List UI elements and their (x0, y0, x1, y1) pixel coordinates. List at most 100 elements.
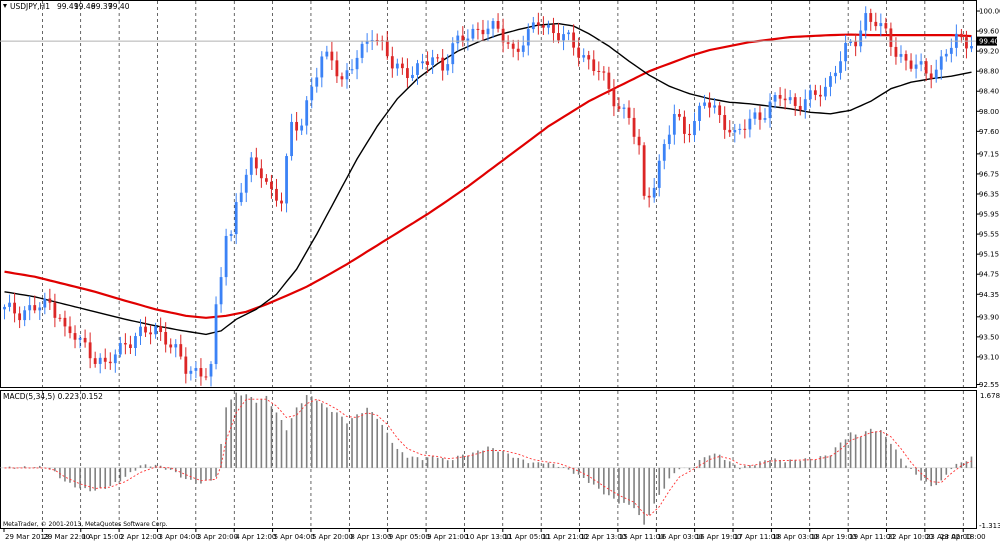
price-tick-label: 95.15 (979, 251, 999, 259)
candle-body (390, 56, 394, 69)
candle-body (526, 29, 530, 46)
candle-body (68, 326, 72, 334)
candle-body (58, 317, 62, 319)
candle-body (783, 98, 787, 101)
price-tick-label: 95.95 (979, 211, 999, 219)
candle-body (244, 174, 248, 193)
candle-body (748, 118, 752, 130)
price-tick-label: 92.55 (979, 381, 999, 389)
candle-body (632, 117, 636, 137)
candle-body (320, 56, 324, 78)
candle-body (501, 28, 505, 43)
candle-body (159, 326, 163, 333)
candle-body (557, 33, 560, 41)
candle-body (400, 63, 404, 69)
candle-body (436, 57, 440, 59)
ohlc-close: 99.40 (108, 2, 130, 11)
candle-body (108, 361, 112, 364)
candle-body (144, 326, 147, 333)
candle-body (446, 64, 450, 71)
candle-body (345, 70, 349, 80)
time-tick-label: 5 Apr 20:00 (312, 533, 353, 541)
candle-body (134, 336, 137, 348)
price-tick-label: 99.60 (979, 28, 999, 36)
time-tick-label: 1 Apr 15:00 (82, 533, 123, 541)
candle-body (350, 69, 354, 71)
macd-min-label: -1.313 (979, 522, 1000, 530)
candle-body (758, 112, 762, 120)
price-tick-label: 99.20 (979, 48, 999, 56)
candle-body (43, 298, 47, 308)
time-tick-label: 3 Apr 04:00 (158, 533, 199, 541)
price-tick-label: 96.75 (979, 170, 999, 178)
candle-body (506, 42, 510, 44)
candle-body (78, 337, 82, 340)
time-tick-label: 10 Apr 13:00 (465, 533, 511, 541)
candle-body (23, 310, 27, 321)
candle-body (486, 28, 490, 35)
candle-body (174, 344, 178, 348)
candle-body (919, 61, 923, 65)
price-tick-label: 94.75 (979, 271, 999, 279)
candle-body (93, 358, 97, 364)
ohlc-open: 99.41 (57, 2, 79, 11)
candle-body (73, 333, 77, 340)
candle-body (340, 76, 344, 80)
time-tick-label: 8 Apr 13:00 (350, 533, 391, 541)
candle-body (743, 128, 747, 130)
candle-body (285, 156, 288, 204)
candle-body (38, 307, 42, 311)
candle-body (683, 116, 686, 134)
time-tick-label: 18 Apr 19:00 (811, 533, 857, 541)
candle-body (622, 107, 626, 109)
candle-body (219, 277, 223, 305)
candle-body (3, 306, 6, 310)
candle-body (879, 23, 883, 27)
candle-body (904, 54, 908, 61)
candle-body (123, 343, 127, 345)
price-tick-label: 98.00 (979, 108, 999, 116)
candle-body (189, 370, 193, 374)
candle-body (672, 114, 676, 135)
macd-signal (4, 398, 972, 517)
candle-body (411, 74, 414, 79)
candle-body (723, 115, 727, 130)
candle-body (929, 73, 933, 79)
candle-body (194, 368, 198, 371)
candle-body (224, 235, 228, 278)
candle-body (98, 357, 102, 364)
time-tick-label: 2 Apr 12:00 (120, 533, 161, 541)
candle-body (768, 101, 772, 119)
candle-body (773, 95, 777, 102)
time-tick-label: 23 Apr 02:00 (926, 533, 972, 541)
current-price-box (977, 36, 997, 46)
time-tick-label: 9 Apr 05:00 (389, 533, 430, 541)
candle-body (234, 202, 238, 235)
candle-body (793, 97, 797, 106)
candle-body (798, 105, 802, 111)
candle-body (824, 86, 827, 97)
candle-body (375, 39, 379, 41)
macd-max-label: 1.678 (980, 392, 1000, 400)
candle-body (179, 344, 183, 357)
candles (3, 6, 973, 387)
candle-body (738, 128, 742, 131)
current-price-label: 99.40 (979, 38, 999, 46)
time-tick-label: 19 Apr 11:00 (849, 533, 895, 541)
candle-body (547, 24, 550, 28)
candle-body (839, 61, 842, 73)
candle-body (859, 30, 863, 47)
candle-body (577, 47, 581, 58)
candle-body (708, 102, 711, 108)
candle-body (602, 71, 606, 73)
candle-body (829, 76, 832, 87)
candle-body (627, 107, 631, 118)
candle-body (753, 112, 757, 119)
candle-body (541, 25, 545, 28)
candle-body (889, 28, 893, 47)
candle-body (199, 368, 203, 377)
candle-body (960, 33, 963, 38)
price-axis[interactable]: 100.00 99.60 99.20 98.80 98.40 98.00 97.60 97.1… (976, 8, 1000, 389)
